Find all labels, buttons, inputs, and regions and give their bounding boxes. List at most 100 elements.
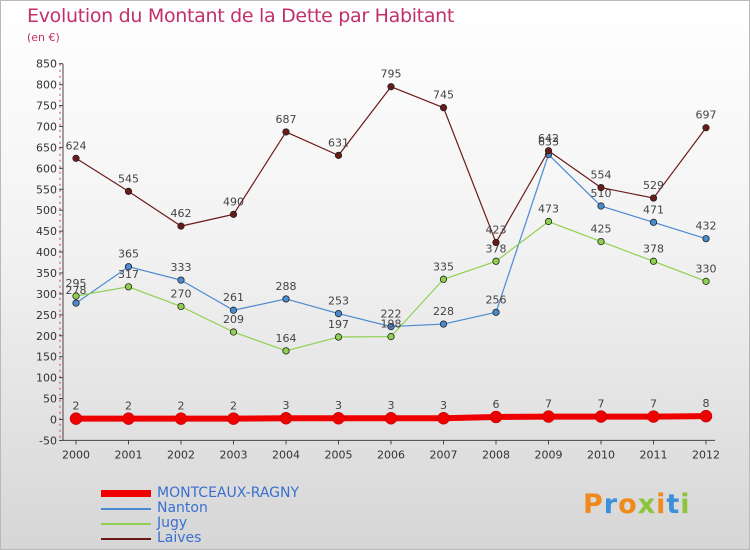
data-point-montceaux-ragny: [699, 409, 713, 423]
y-tick-label: -50: [39, 434, 57, 447]
data-point-montceaux-ragny: [122, 412, 135, 425]
data-point-montceaux-ragny: [647, 410, 660, 423]
y-tick-label: 750: [36, 100, 57, 113]
data-label-montceaux-ragny: 8: [703, 397, 710, 410]
data-point-laives: [72, 154, 80, 162]
data-point-nanton: [492, 308, 500, 316]
data-point-laives: [597, 183, 605, 192]
data-label-jugy: 378: [486, 242, 507, 255]
data-label-nanton: 253: [328, 295, 349, 308]
x-tick-label: 2003: [220, 448, 248, 461]
data-point-jugy: [702, 277, 710, 285]
x-tick-label: 2000: [62, 448, 90, 461]
data-label-laives: 697: [696, 109, 717, 122]
data-point-jugy: [439, 275, 448, 283]
data-point-laives: [492, 238, 500, 247]
y-tick-label: 700: [36, 120, 57, 133]
data-point-montceaux-ragny: [594, 410, 608, 423]
y-tick-label: 350: [36, 267, 57, 280]
data-label-montceaux-ragny: 2: [73, 400, 80, 413]
data-point-nanton: [387, 322, 395, 331]
data-label-nanton: 278: [66, 284, 87, 297]
x-tick-label: 2009: [535, 448, 563, 461]
x-tick-label: 2007: [430, 448, 458, 461]
data-point-montceaux-ragny: [332, 411, 345, 425]
data-label-laives: 631: [328, 136, 349, 149]
data-point-laives: [229, 210, 238, 218]
data-label-laives: 490: [223, 195, 244, 208]
y-tick-label: 850: [36, 58, 57, 71]
logo-letter: r: [603, 489, 619, 520]
legend-label-nanton: Nanton: [157, 500, 208, 516]
data-label-jugy: 164: [276, 332, 297, 345]
x-tick-label: 2006: [377, 448, 405, 461]
unit-label: (en €): [27, 31, 60, 44]
data-label-montceaux-ragny: 3: [388, 399, 395, 412]
data-label-jugy: 473: [538, 203, 559, 216]
data-label-laives: 529: [643, 179, 664, 192]
data-label-jugy: 378: [643, 242, 664, 255]
data-point-jugy: [334, 333, 343, 341]
x-tick-label: 2002: [167, 448, 195, 461]
data-label-jugy: 270: [171, 287, 192, 300]
data-point-nanton: [334, 309, 343, 318]
data-label-jugy: 330: [696, 262, 717, 275]
data-point-jugy: [229, 328, 238, 336]
data-label-laives: 423: [486, 223, 507, 236]
data-label-nanton: 633: [538, 136, 559, 149]
data-label-jugy: 317: [118, 268, 139, 281]
data-point-jugy: [124, 283, 133, 291]
data-label-montceaux-ragny: 3: [440, 399, 447, 412]
data-point-jugy: [177, 302, 185, 311]
data-label-montceaux-ragny: 2: [178, 400, 185, 413]
data-label-jugy: 198: [381, 318, 402, 331]
data-point-laives: [544, 147, 553, 155]
y-tick-label: 200: [36, 330, 57, 343]
y-tick-label: 250: [36, 309, 57, 322]
data-label-montceaux-ragny: 7: [650, 398, 657, 411]
data-label-nanton: 510: [591, 187, 612, 200]
data-point-nanton: [439, 320, 448, 328]
y-tick-label: 550: [36, 183, 57, 196]
x-tick-label: 2005: [325, 448, 353, 461]
proxiti-logo: Proxiti: [583, 489, 691, 520]
data-label-laives: 687: [276, 113, 297, 126]
data-point-nanton: [72, 299, 80, 307]
y-tick-label: 150: [36, 351, 57, 364]
data-point-laives: [439, 104, 448, 112]
data-label-jugy: 425: [591, 223, 612, 236]
data-point-jugy: [492, 257, 500, 265]
legend-label-montceaux-ragny: MONTCEAUX-RAGNY: [157, 485, 300, 501]
x-tick-label: 2008: [482, 448, 510, 461]
y-tick-label: 800: [36, 79, 57, 92]
data-label-nanton: 228: [433, 305, 454, 318]
logo-letter: o: [618, 489, 638, 520]
legend-swatch-laives: [101, 538, 151, 540]
logo-letter: P: [583, 489, 604, 520]
data-point-laives: [702, 124, 710, 132]
data-label-laives: 795: [381, 68, 402, 81]
data-point-montceaux-ragny: [489, 410, 503, 424]
data-point-montceaux-ragny: [279, 411, 293, 425]
data-label-montceaux-ragny: 7: [598, 398, 605, 411]
data-point-nanton: [124, 263, 133, 271]
data-point-montceaux-ragny: [384, 411, 398, 425]
y-tick-label: 650: [36, 141, 57, 154]
legend-swatch-nanton: [101, 508, 151, 510]
data-label-laives: 545: [118, 172, 139, 185]
legend-swatch-jugy: [101, 523, 151, 525]
y-tick-label: 450: [36, 225, 57, 238]
data-point-laives: [334, 151, 343, 159]
x-tick-label: 2001: [115, 448, 143, 461]
data-point-nanton: [282, 295, 290, 303]
logo-letter: x: [637, 489, 657, 520]
data-label-jugy: 335: [433, 260, 454, 273]
data-label-montceaux-ragny: 3: [283, 399, 290, 412]
data-point-nanton: [229, 306, 238, 314]
data-point-montceaux-ragny: [542, 410, 555, 423]
series-line-jugy: [75, 220, 707, 352]
data-point-laives: [387, 83, 395, 91]
data-label-montceaux-ragny: 3: [335, 399, 342, 412]
